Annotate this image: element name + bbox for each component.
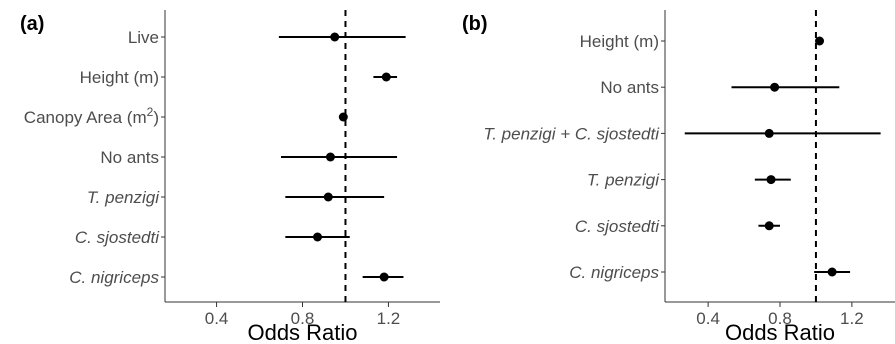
category-label: Height (m): [580, 32, 659, 51]
estimate-point: [770, 82, 780, 92]
chart-panel-b: (b) 0.4 0.8 1.2 Odds Ratio Height (m) No ants T…: [462, 10, 895, 344]
estimate-point: [323, 192, 333, 202]
x-axis-title: Odds Ratio: [725, 320, 835, 344]
x-tick-label: 1.2: [377, 309, 401, 328]
category-label: C. sjostedti: [75, 228, 160, 247]
category-label: No ants: [600, 78, 659, 97]
category-label: T. penzigi: [87, 188, 160, 207]
estimate-point: [766, 175, 776, 185]
x-tick-label: 0.4: [205, 309, 229, 328]
estimate-point: [764, 221, 774, 231]
category-label: C. nigriceps: [69, 268, 159, 287]
chart-panel-a: (a) 0.4 0.8 1.2 Odds Ratio Live Height (m) Cano…: [20, 10, 440, 344]
category-label: T. penzigi: [587, 171, 660, 190]
x-tick-label: 1.2: [840, 309, 864, 328]
estimate-point: [330, 32, 340, 42]
category-label: Live: [128, 28, 159, 47]
estimate-point: [313, 232, 323, 242]
x-tick-label: 0.8: [291, 309, 315, 328]
x-tick-label: 0.8: [768, 309, 792, 328]
category-label: C. sjostedti: [575, 217, 660, 236]
category-label: Canopy Area (m2): [24, 105, 159, 127]
x-tick-label: 0.4: [696, 309, 720, 328]
category-label: T. penzigi + C. sjostedti: [483, 124, 660, 143]
x-axis-title: Odds Ratio: [247, 320, 357, 344]
estimate-point: [764, 128, 774, 138]
estimate-point: [338, 112, 348, 122]
estimate-point: [381, 72, 391, 82]
estimate-point: [379, 272, 389, 282]
panel-label: (b): [462, 13, 488, 35]
estimate-point: [827, 267, 837, 277]
category-label: C. nigriceps: [569, 263, 659, 282]
category-label: Height (m): [80, 68, 159, 87]
estimate-point: [325, 152, 335, 162]
category-label: No ants: [100, 148, 159, 167]
panel-label: (a): [20, 13, 44, 35]
estimate-point: [815, 36, 825, 46]
